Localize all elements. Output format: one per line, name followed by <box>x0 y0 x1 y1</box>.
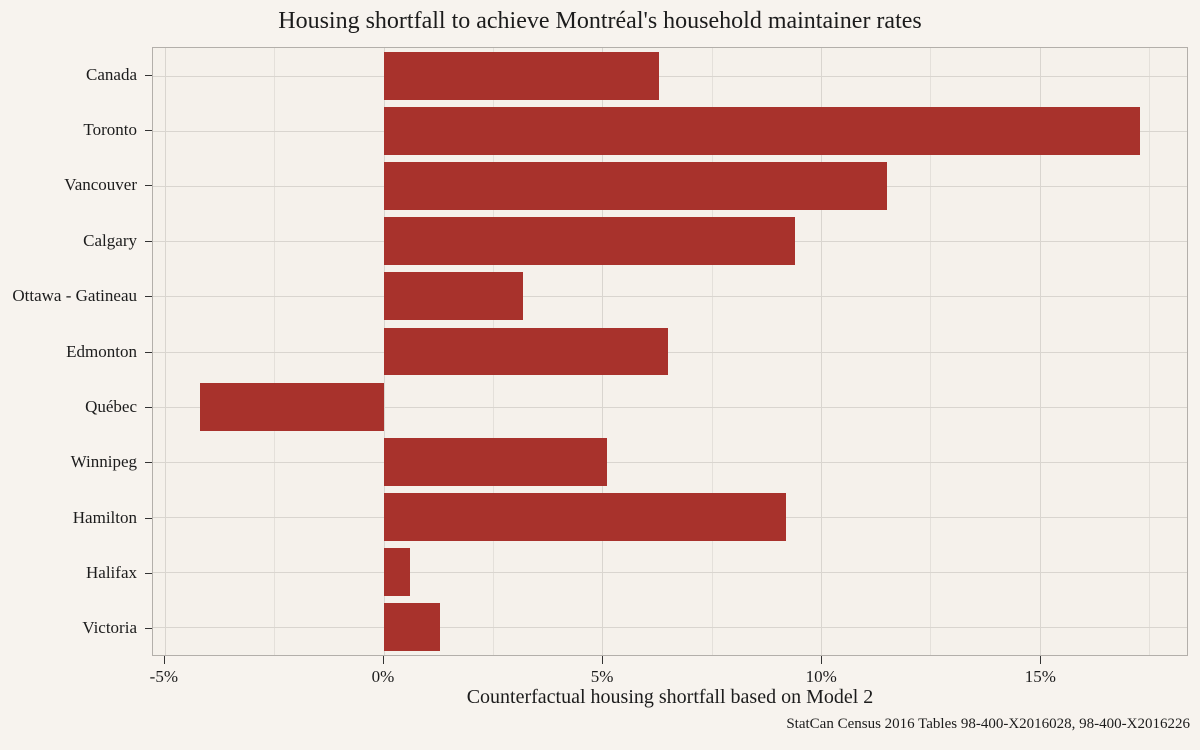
y-axis: Canada Toronto Vancouver Calgary Ottawa - Ga… <box>0 47 153 656</box>
y-tick-mark <box>145 351 153 353</box>
bar-canada <box>383 51 660 100</box>
bar-halifax <box>383 548 410 597</box>
y-tick-mark <box>145 628 153 630</box>
y-axis-label: Québec <box>85 396 137 416</box>
bar-québec <box>199 382 384 431</box>
chart-title: Housing shortfall to achieve Montréal's … <box>278 8 922 34</box>
gridline-major-y <box>153 406 1187 408</box>
y-tick-mark <box>145 240 153 242</box>
y-tick-mark <box>145 462 153 464</box>
y-axis-label: Victoria <box>82 618 137 638</box>
x-tick-mark <box>602 656 604 664</box>
y-tick-mark <box>145 130 153 132</box>
x-tick-mark <box>163 656 165 664</box>
x-tick-label: -5% <box>149 667 178 686</box>
bar-vancouver <box>383 162 887 210</box>
y-axis-label: Hamilton <box>72 507 137 527</box>
gridline-major-y <box>153 627 1187 629</box>
x-tick-mark <box>382 656 384 664</box>
bar-winnipeg <box>383 437 607 486</box>
bar-toronto <box>383 106 1141 155</box>
y-tick-mark <box>145 517 153 519</box>
y-tick-mark <box>145 74 153 76</box>
plot-panel <box>152 47 1188 656</box>
x-tick-label: 5% <box>590 667 614 686</box>
y-axis-label: Edmonton <box>66 341 137 361</box>
y-axis-label: Toronto <box>83 120 137 140</box>
bar-hamilton <box>383 493 786 541</box>
y-tick-mark <box>145 572 153 574</box>
y-tick-mark <box>145 406 153 408</box>
y-axis-label: Calgary <box>83 230 137 250</box>
x-tick-label: 10% <box>805 667 837 686</box>
gridline-major-y <box>153 296 1187 298</box>
y-tick-mark <box>145 185 153 187</box>
y-axis-label: Winnipeg <box>70 452 137 472</box>
gridline-major-y <box>153 351 1187 353</box>
x-axis: -5% 0% 5% 10% 15% <box>149 656 1188 698</box>
y-axis-label: Canada <box>86 64 137 84</box>
source-caption: StatCan Census 2016 Tables 98-400-X20160… <box>786 716 1190 732</box>
bar-calgary <box>383 217 795 266</box>
x-axis-title: Counterfactual housing shortfall based o… <box>466 686 874 708</box>
y-tick-mark <box>145 296 153 298</box>
x-tick-label: 15% <box>1024 667 1056 686</box>
bar-ottawa-gatineau <box>383 272 524 321</box>
bar-edmonton <box>383 327 668 376</box>
x-tick-mark <box>1040 656 1042 664</box>
gridline-major-y <box>153 75 1187 77</box>
bar-victoria <box>383 603 441 652</box>
gridline-major-y <box>153 461 1187 463</box>
y-axis-label: Halifax <box>86 562 137 582</box>
x-tick-mark <box>821 656 823 664</box>
x-tick-label: 0% <box>371 667 395 686</box>
y-axis-label: Ottawa - Gatineau <box>12 286 137 306</box>
y-axis-label: Vancouver <box>64 175 137 195</box>
gridline-major-y <box>153 572 1187 574</box>
